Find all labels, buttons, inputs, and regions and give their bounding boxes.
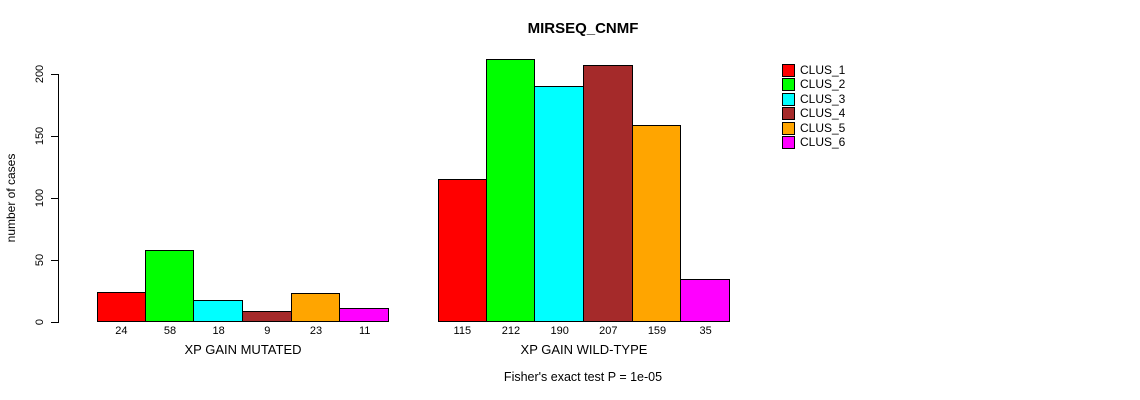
- legend-item: CLUS_3: [782, 91, 846, 106]
- legend-swatch: [782, 107, 795, 121]
- bar-value-label: 115: [453, 325, 472, 337]
- bar-value-label: 159: [647, 325, 667, 337]
- legend-item: CLUS_1: [782, 64, 845, 77]
- bar-value-label: 212: [501, 325, 521, 337]
- bar-value-label: 11: [358, 325, 371, 337]
- bar-value-label: 24: [115, 325, 128, 337]
- bar-clus_6: [339, 308, 389, 322]
- bar-value-label: 23: [309, 325, 323, 337]
- bar-value-label: 58: [163, 325, 177, 337]
- y-tick-mark: [51, 322, 58, 323]
- bar-clus_1: [97, 292, 146, 322]
- y-tick-mark: [51, 136, 58, 137]
- bar-clus_4: [583, 65, 633, 322]
- bar-value-label: 190: [550, 325, 569, 337]
- bar-clus_3: [534, 86, 584, 322]
- legend-label: CLUS_6: [800, 134, 846, 149]
- legend-label: CLUS_3: [800, 91, 846, 106]
- bar-clus_3: [193, 299, 243, 322]
- legend-swatch: [782, 78, 795, 92]
- bar-value-label: 18: [212, 325, 225, 337]
- y-axis-label: number of cases: [4, 153, 18, 243]
- y-tick-mark: [51, 198, 58, 199]
- bar-value-label: 35: [699, 325, 712, 337]
- bar-value-label: 9: [264, 325, 271, 337]
- legend-label: CLUS_1: [800, 63, 846, 77]
- bar-clus_5: [290, 293, 341, 322]
- y-tick-mark: [51, 260, 58, 261]
- legend-label: CLUS_5: [800, 120, 846, 135]
- chart-title: MIRSEQ_CNMF: [527, 20, 639, 37]
- x-axis-group-label: XP GAIN MUTATED: [184, 342, 302, 357]
- legend-swatch: [782, 121, 795, 135]
- y-tick-mark: [51, 74, 58, 75]
- legend-swatch: [782, 92, 795, 106]
- legend-item: CLUS_5: [782, 120, 846, 135]
- bar-value-label: 207: [599, 325, 618, 337]
- legend-swatch: [782, 64, 795, 77]
- y-axis-line: [58, 74, 59, 323]
- y-tick-label: 0: [34, 318, 46, 326]
- legend: CLUS_1 CLUS_2 CLUS_3 CLUS_4 CLUS_5 CLUS_6: [782, 64, 845, 150]
- legend-item: CLUS_2: [782, 77, 846, 92]
- bar-clus_5: [631, 124, 682, 322]
- x-axis-group-label: XP GAIN WILD-TYPE: [520, 342, 648, 357]
- y-tick-label: 100: [34, 188, 46, 208]
- bar-clus_4: [242, 310, 292, 322]
- y-tick-label: 200: [34, 64, 46, 84]
- legend-item: CLUS_4: [782, 106, 846, 121]
- annotation-text: Fisher's exact test P = 1e-05: [503, 370, 663, 384]
- legend-swatch: [782, 135, 795, 149]
- bar-clus_6: [680, 278, 730, 322]
- legend-label: CLUS_4: [800, 106, 846, 121]
- bar-clus_2: [485, 59, 536, 322]
- bar-clus_2: [144, 250, 195, 322]
- y-tick-label: 50: [34, 253, 46, 267]
- bar-clus_1: [438, 179, 487, 322]
- y-tick-label: 150: [34, 126, 46, 146]
- legend-label: CLUS_2: [800, 77, 846, 92]
- legend-item: CLUS_6: [782, 134, 846, 149]
